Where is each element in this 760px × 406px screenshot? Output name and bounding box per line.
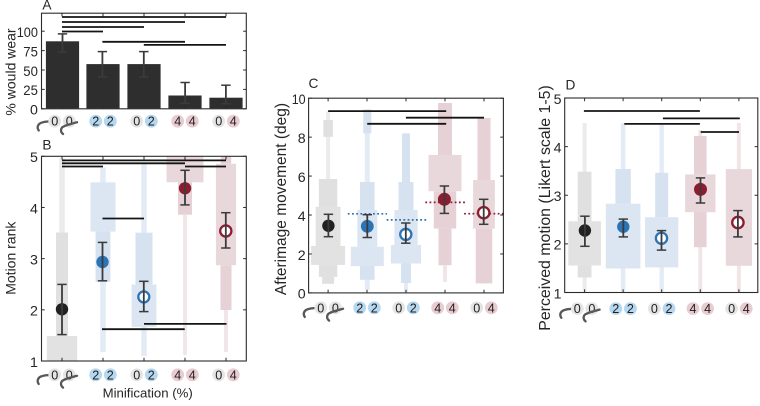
- svg-text:0: 0: [332, 301, 339, 315]
- svg-text:4: 4: [30, 201, 38, 217]
- svg-text:3: 3: [554, 189, 562, 205]
- svg-text:8: 8: [298, 131, 306, 147]
- svg-text:0: 0: [30, 103, 38, 119]
- svg-text:3: 3: [30, 252, 38, 268]
- svg-text:0: 0: [588, 302, 595, 316]
- svg-text:C: C: [309, 76, 319, 91]
- svg-text:2: 2: [554, 238, 562, 254]
- svg-text:2: 2: [410, 301, 417, 315]
- svg-text:0: 0: [574, 302, 581, 316]
- svg-text:0: 0: [133, 115, 140, 129]
- svg-text:D: D: [566, 77, 576, 92]
- svg-text:5: 5: [554, 92, 562, 108]
- svg-text:Motion rank: Motion rank: [3, 221, 19, 295]
- svg-text:0: 0: [51, 368, 58, 382]
- svg-text:2: 2: [148, 368, 155, 382]
- svg-text:0: 0: [66, 115, 73, 129]
- svg-text:10: 10: [292, 92, 306, 108]
- svg-text:2: 2: [612, 302, 619, 316]
- svg-text:4: 4: [554, 140, 562, 156]
- svg-text:4: 4: [230, 368, 237, 382]
- svg-text:2: 2: [92, 115, 99, 129]
- svg-text:75: 75: [23, 44, 38, 60]
- svg-text:0: 0: [651, 302, 658, 316]
- svg-text:0: 0: [728, 302, 735, 316]
- svg-text:6: 6: [298, 170, 306, 186]
- svg-text:4: 4: [704, 302, 711, 316]
- svg-text:0: 0: [215, 115, 222, 129]
- svg-text:A: A: [42, 0, 52, 13]
- svg-text:0: 0: [298, 287, 306, 303]
- svg-text:2: 2: [107, 368, 114, 382]
- svg-text:0: 0: [51, 115, 58, 129]
- svg-text:0: 0: [66, 368, 73, 382]
- svg-text:0: 0: [133, 368, 140, 382]
- svg-text:2: 2: [107, 115, 114, 129]
- svg-text:4: 4: [488, 301, 495, 315]
- svg-text:0: 0: [395, 301, 402, 315]
- svg-text:% would wear: % would wear: [2, 28, 18, 115]
- svg-text:0: 0: [473, 301, 480, 315]
- svg-text:2: 2: [148, 115, 155, 129]
- svg-text:4: 4: [743, 302, 750, 316]
- svg-text:2: 2: [92, 368, 99, 382]
- svg-text:5: 5: [30, 150, 38, 166]
- svg-text:2: 2: [627, 302, 634, 316]
- svg-text:4: 4: [298, 209, 306, 225]
- svg-text:4: 4: [189, 368, 196, 382]
- svg-text:B: B: [42, 138, 51, 153]
- svg-text:2: 2: [298, 248, 306, 264]
- svg-text:25: 25: [23, 83, 38, 99]
- svg-text:100: 100: [17, 25, 38, 41]
- svg-text:2: 2: [30, 304, 38, 320]
- svg-text:2: 2: [356, 301, 363, 315]
- svg-text:4: 4: [174, 115, 181, 129]
- svg-text:0: 0: [215, 368, 222, 382]
- svg-text:4: 4: [449, 301, 456, 315]
- svg-text:0: 0: [317, 301, 324, 315]
- svg-text:4: 4: [189, 115, 196, 129]
- svg-text:1: 1: [30, 355, 38, 371]
- svg-text:4: 4: [230, 115, 237, 129]
- svg-text:2: 2: [371, 301, 378, 315]
- svg-text:Perceived motion (Likert scale: Perceived motion (Likert scale 1-5): [537, 85, 554, 331]
- svg-text:4: 4: [174, 368, 181, 382]
- svg-text:4: 4: [689, 302, 696, 316]
- svg-text:2: 2: [665, 302, 672, 316]
- svg-text:50: 50: [23, 64, 38, 80]
- svg-text:Afterimage movement (deg): Afterimage movement (deg): [273, 103, 290, 295]
- svg-text:1: 1: [554, 286, 562, 302]
- svg-text:Minification (%): Minification (%): [103, 385, 193, 400]
- svg-text:4: 4: [434, 301, 441, 315]
